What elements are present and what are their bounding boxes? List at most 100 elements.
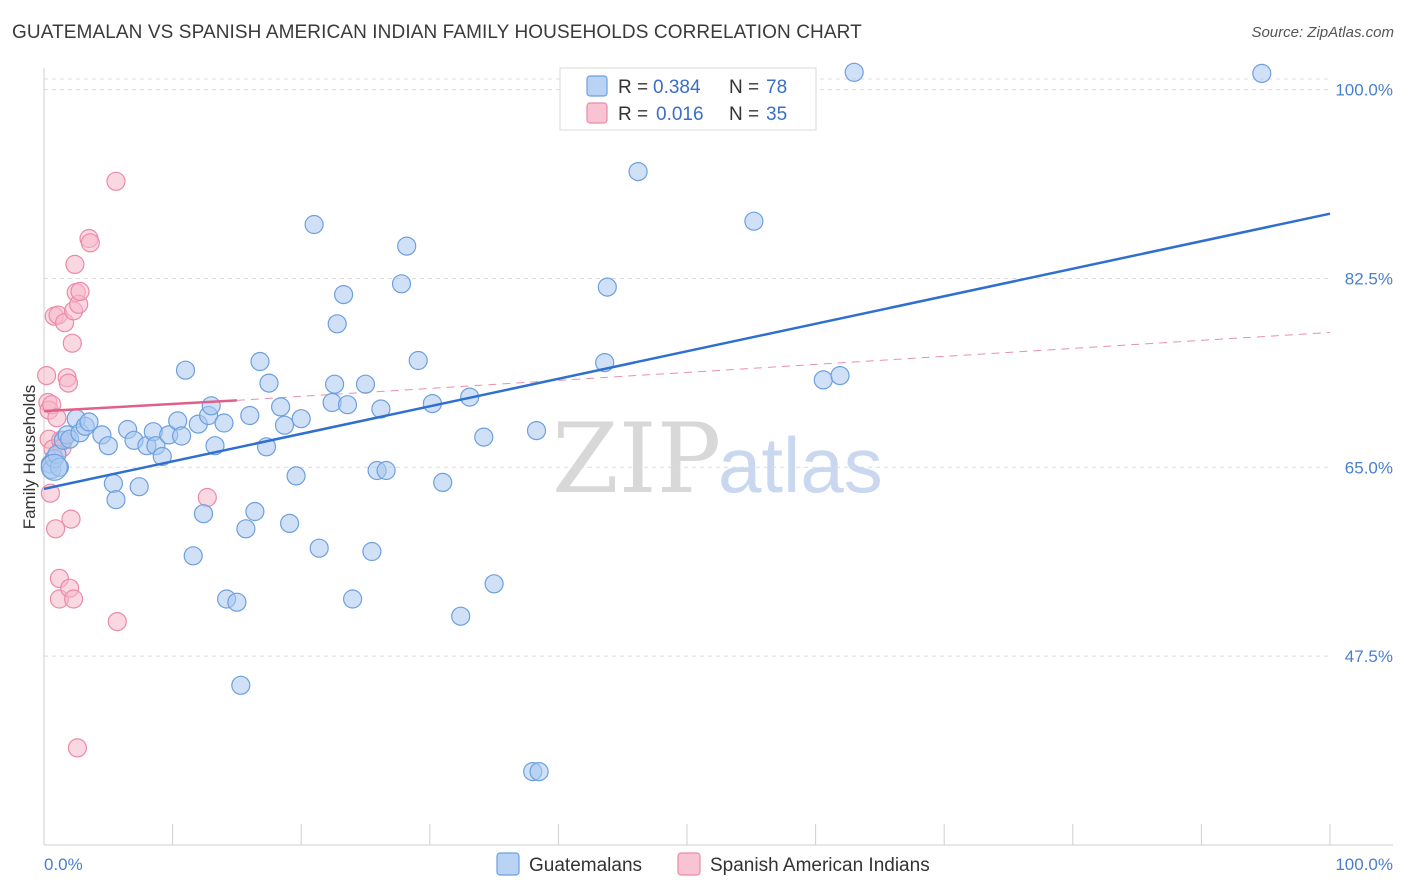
- spanish-american-indians-point: [197, 487, 217, 508]
- guatemalans-point: [98, 436, 118, 456]
- y-tick-label: 65.0%: [1345, 458, 1393, 477]
- spanish-american-indians-point: [67, 738, 88, 758]
- guatemalans-point: [830, 366, 850, 386]
- guatemalans-point: [103, 473, 124, 494]
- guatemalans-point: [628, 162, 648, 182]
- guatemalans-point: [408, 350, 428, 371]
- guatemalans-point: [245, 501, 265, 522]
- bottom-legend-label-spanish-american-indians: Spanish American Indians: [710, 855, 930, 876]
- guatemalans-point: [129, 477, 149, 497]
- legend-swatch-guatemalans: [586, 75, 608, 97]
- guatemalans-point: [201, 396, 221, 416]
- guatemalans-point: [286, 466, 306, 486]
- guatemalans-point: [325, 374, 345, 394]
- bottom-legend-swatch-guatemalans: [496, 852, 520, 876]
- trend-line-spanish-american-indians-extension: [236, 331, 1331, 401]
- spanish-american-indians-point: [107, 611, 127, 632]
- trend-line-guatemalans: [43, 212, 1331, 491]
- guatemalans-point: [172, 426, 192, 446]
- watermark-zip: ZIP: [552, 403, 721, 515]
- legend-n-value-spanish-american-indians: 35: [766, 104, 787, 125]
- axes: [43, 68, 1393, 846]
- spanish-american-indians-point: [62, 333, 82, 353]
- guatemalans-point: [175, 360, 196, 380]
- guatemalans-point: [327, 314, 347, 334]
- legend-r-value-guatemalans: 0.384: [653, 77, 701, 98]
- legend-r-label-spanish-american-indians: R =: [618, 104, 648, 125]
- guatemalans-point: [337, 395, 358, 415]
- legend-n-value-guatemalans: 78: [766, 77, 787, 98]
- guatemalans-point: [304, 214, 324, 235]
- guatemalans-point: [597, 277, 617, 297]
- guatemalans-point: [227, 592, 247, 612]
- guatemalans-point: [309, 538, 329, 558]
- guatemalans-point: [433, 472, 453, 492]
- guatemalans-point: [152, 446, 172, 467]
- guatemalans-point: [355, 374, 376, 394]
- spanish-american-indians-point: [58, 373, 79, 393]
- guatemalans-point: [484, 574, 504, 594]
- guatemalans-point: [236, 519, 256, 539]
- bottom-legend-swatch-spanish-american-indians: [677, 852, 701, 876]
- trend-line-spanish-american-indians: [43, 399, 237, 413]
- guatemalans-point: [183, 546, 203, 566]
- guatemalans-point: [391, 274, 412, 294]
- guatemalans-point: [214, 413, 234, 433]
- guatemalans-point: [844, 62, 864, 82]
- guatemalans-point: [376, 460, 396, 481]
- guatemalans-point: [193, 504, 214, 524]
- guatemalans-point: [79, 412, 99, 432]
- trend-lines: [43, 212, 1331, 491]
- bottom-legend: Guatemalans Spanish American Indians: [496, 852, 930, 876]
- y-axis-title: Family Households: [20, 385, 39, 530]
- spanish-american-indians-point: [61, 509, 81, 529]
- guatemalans-point: [240, 405, 260, 426]
- guatemalans-point-cluster: [40, 453, 68, 481]
- spanish-american-indians-point: [63, 589, 84, 609]
- guatemalans-point: [474, 427, 494, 447]
- guatemalans-point: [529, 761, 549, 782]
- guatemalans-point: [397, 236, 417, 256]
- legend: R = 0.384 N = 78 R = 0.016 N = 35: [559, 67, 817, 131]
- guatemalans-point: [813, 370, 833, 390]
- guatemalans-point: [343, 589, 363, 609]
- guatemalans-point: [334, 285, 354, 305]
- legend-n-label-spanish-american-indians: N =: [729, 104, 759, 125]
- legend-r-label-guatemalans: R =: [618, 77, 648, 98]
- guatemalans-point: [259, 373, 279, 393]
- spanish-american-indians-point: [70, 281, 90, 301]
- legend-swatch-spanish-american-indians: [586, 102, 608, 124]
- guatemalans-point: [451, 606, 471, 626]
- x-tick-label-max: 100.0%: [1335, 855, 1393, 874]
- guatemalans-point: [274, 415, 295, 435]
- trend-line-spanish-american-indians-dashed: [236, 331, 1331, 401]
- guatemalans-point: [250, 351, 270, 372]
- bottom-legend-label-guatemalans: Guatemalans: [529, 855, 642, 876]
- spanish-american-indians-point: [65, 254, 85, 274]
- spanish-american-indians-point: [106, 171, 126, 191]
- guatemalans-point: [1252, 63, 1272, 84]
- spanish-american-indians-point: [80, 233, 100, 253]
- series-guatemalans: [40, 62, 1272, 782]
- legend-n-label-guatemalans: N =: [729, 77, 759, 98]
- spanish-american-indians-point: [47, 408, 67, 428]
- y-tick-label: 47.5%: [1345, 647, 1393, 666]
- guatemalans-point: [291, 409, 311, 429]
- guatemalans-point: [231, 675, 251, 695]
- guatemalans-point: [744, 211, 764, 231]
- guatemalans-point: [106, 490, 126, 510]
- guatemalans-point: [526, 421, 547, 441]
- gridlines: 47.5% 65.0% 82.5% 100.0%: [44, 78, 1393, 666]
- guatemalans-point: [362, 541, 382, 562]
- guatemalans-point: [271, 397, 291, 417]
- spanish-american-indians-point: [36, 366, 57, 386]
- y-tick-label: 82.5%: [1345, 269, 1393, 288]
- spanish-american-indians-point: [45, 519, 66, 539]
- y-tick-label: 100.0%: [1335, 81, 1393, 100]
- chart-title: GUATEMALAN VS SPANISH AMERICAN INDIAN FA…: [12, 22, 862, 43]
- legend-r-value-spanish-american-indians: 0.016: [656, 104, 704, 125]
- guatemalans-point: [280, 513, 300, 534]
- x-tick-label-min: 0.0%: [44, 855, 83, 874]
- watermark-atlas: atlas: [718, 421, 883, 509]
